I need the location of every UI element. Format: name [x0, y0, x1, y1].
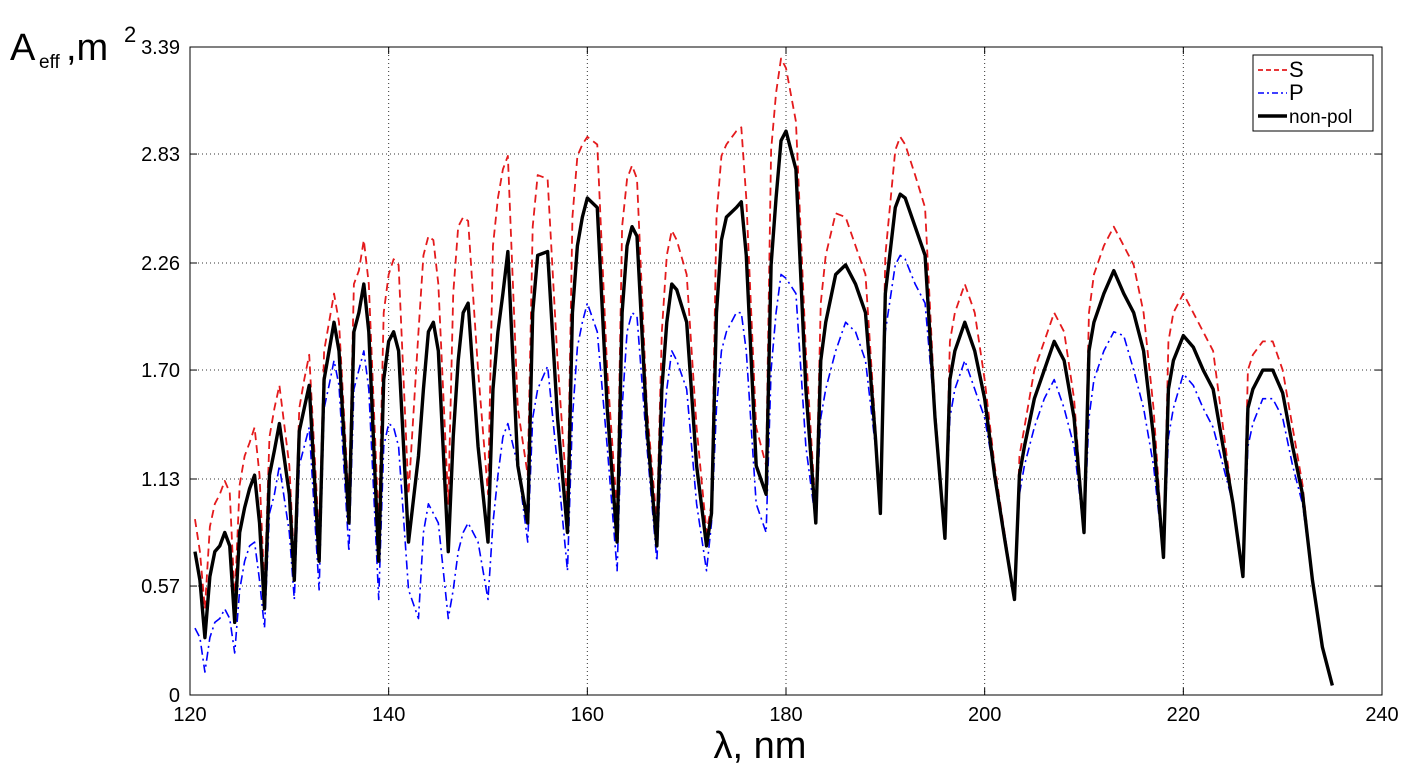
y-axis-title: A eff ,m 2	[10, 22, 136, 73]
x-axis-title: λ, nm	[714, 725, 807, 767]
x-tick-label: 160	[571, 704, 604, 726]
x-tick-label: 120	[173, 704, 206, 726]
grid-lines	[190, 47, 1382, 695]
y-tick-label: 2.83	[141, 144, 180, 166]
y-tick-label: 2.26	[141, 253, 180, 275]
y-tick-label: 1.70	[141, 360, 180, 382]
legend-label-P: P	[1289, 80, 1304, 105]
x-tick-label: 200	[968, 704, 1001, 726]
y-tick-label: 3.39	[141, 37, 180, 59]
y-tick-label: 0.57	[141, 576, 180, 598]
y-tick-label: 0	[169, 685, 180, 707]
x-tick-label: 140	[372, 704, 405, 726]
series-line-non-pol	[193, 129, 1334, 686]
y-tick-label: 1.13	[141, 469, 180, 491]
x-tick-label: 220	[1167, 704, 1200, 726]
series-lines	[193, 57, 1334, 686]
y-axis-title-main: A	[10, 27, 36, 69]
legend-label-S: S	[1289, 57, 1304, 82]
x-tick-label: 180	[769, 704, 802, 726]
series-line-S	[194, 57, 1334, 686]
y-axis-title-unit: ,m	[66, 27, 108, 69]
axis-ticks: 120 140 160 180 200 220 240 0 0.57 1.13 1.70 2.26 2.…	[141, 37, 1399, 726]
legend-label-non-pol: non-pol	[1289, 107, 1352, 128]
y-axis-title-subscript: eff	[39, 52, 61, 73]
y-axis-title-superscript: 2	[124, 22, 136, 47]
x-tick-label: 240	[1365, 704, 1398, 726]
series-line-P	[194, 254, 1334, 686]
